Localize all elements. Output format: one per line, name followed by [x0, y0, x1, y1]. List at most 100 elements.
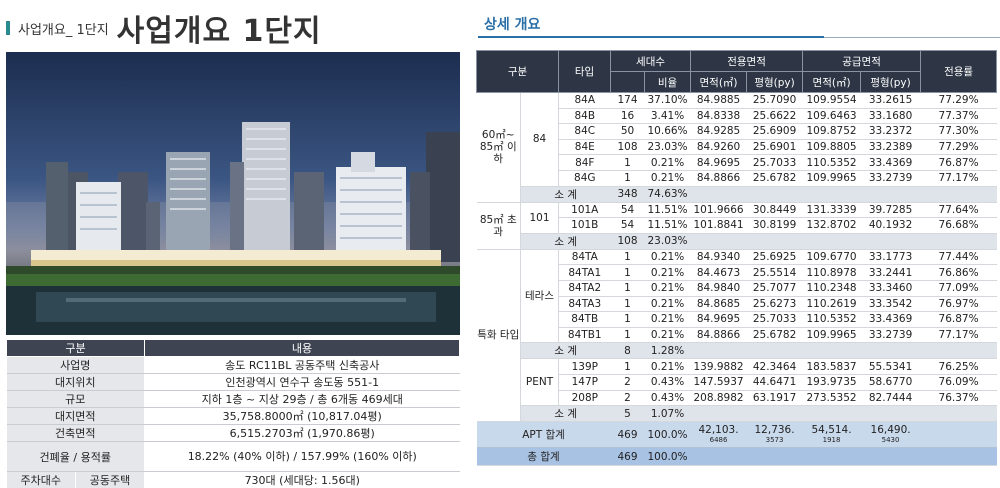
exclusive-area-cell: 84.9260: [690, 139, 747, 156]
households-cell: 54: [610, 217, 645, 234]
ratio-cell: 0.21%: [644, 311, 691, 328]
exclusive-rate-cell: 77.30%: [920, 123, 997, 140]
exclusive-rate-cell: 77.29%: [920, 92, 997, 109]
row-label: 규모: [6, 390, 145, 408]
complex-rendering-image: [6, 52, 460, 335]
type-cell: 208P: [558, 390, 611, 407]
households-cell: 1: [610, 264, 645, 281]
type-cell: 101B: [558, 217, 611, 234]
supply-pyeong-cell: 33.1680: [860, 108, 921, 125]
table-header-row: 구분 타입 세대수 전용면적 공급면적 전용률: [475, 50, 998, 93]
column-header-pyeong: 평형(py): [746, 71, 804, 93]
exclusive-pyeong-cell: 25.6782: [746, 327, 803, 344]
grand-total-empty-cell: [802, 447, 861, 467]
ratio-cell: 0.43%: [644, 374, 691, 391]
group-sublabel: 테라스: [520, 249, 560, 344]
exclusive-area-cell: 208.8982: [690, 390, 747, 407]
type-cell: 84TA2: [558, 280, 611, 297]
table-row: 84TA3 1 0.21% 84.8685 25.6273 110.2619 33.3542…: [477, 296, 997, 313]
subtotal-empty-cell: [860, 405, 921, 423]
type-cell: 84TB1: [558, 327, 611, 344]
exclusive-rate-cell: 77.44%: [920, 249, 997, 266]
subtotal-empty-cell: [920, 342, 997, 360]
ratio-cell: 37.10%: [644, 92, 691, 109]
exclusive-pyeong-cell: 25.6622: [746, 108, 803, 125]
exclusive-pyeong-cell: 30.8199: [746, 217, 803, 234]
supply-area-cell: 110.5352: [802, 311, 861, 328]
row-value: 인천광역시 연수구 송도동 551-1: [144, 373, 460, 391]
column-header-exclusive-area: 전용면적: [690, 50, 804, 72]
column-header-content: 내용: [144, 339, 460, 357]
grand-total-empty-cell: [920, 447, 997, 467]
page-title: 사업개요 1단지: [116, 14, 322, 49]
ratio-cell: 23.03%: [644, 139, 691, 156]
exclusive-rate-cell: 77.37%: [920, 108, 997, 125]
subtotal-label: 소 계: [520, 186, 611, 203]
grand-total-ratio: 100.0%: [644, 447, 691, 467]
exclusive-rate-cell: 76.87%: [920, 311, 997, 328]
ratio-cell: 11.51%: [644, 217, 691, 234]
exclusive-area-cell: 147.5937: [690, 374, 747, 391]
exclusive-rate-cell: 77.17%: [920, 170, 997, 187]
table-row: 84C 50 10.66% 84.9285 25.6909 109.8752 33.2372…: [477, 123, 997, 140]
subtotal-empty-cell: [802, 186, 861, 203]
apt-total-supply-area: 54,514. 1918: [802, 421, 861, 449]
subtotal-ratio: 23.03%: [644, 233, 691, 250]
exclusive-area-cell: 84.4673: [690, 264, 747, 281]
value-decimals: 5430: [881, 435, 900, 444]
exclusive-pyeong-cell: 42.3464: [746, 358, 803, 375]
column-header-supply-area: 공급면적: [802, 50, 922, 72]
exclusive-pyeong-cell: 25.7033: [746, 154, 803, 171]
group-sublabel: 84: [520, 92, 560, 187]
exclusive-rate-cell: 77.64%: [920, 202, 997, 219]
subtotal-empty-cell: [690, 186, 747, 203]
exclusive-area-cell: 84.8866: [690, 327, 747, 344]
supply-area-cell: 109.6770: [802, 249, 861, 266]
section-underline: [478, 36, 824, 38]
exclusive-area-cell: 84.9695: [690, 154, 747, 171]
supply-area-cell: 131.3339: [802, 202, 861, 219]
households-cell: 1: [610, 170, 645, 187]
table-row: 특화 타입 테라스 84TA 1 0.21% 84.9340 25.6925 109.6770…: [476, 249, 997, 423]
supply-area-cell: 109.9554: [802, 92, 861, 109]
column-header-households: 세대수: [610, 50, 692, 72]
section-title: 상세 개요: [484, 17, 541, 33]
subtotal-empty-cell: [920, 405, 997, 423]
supply-pyeong-cell: 58.6770: [860, 374, 921, 391]
subtotal-label: 소 계: [520, 233, 611, 250]
table-header-row: 구분 내용: [6, 339, 460, 357]
left-panel: 사업개요_ 1단지 사업개요 1단지: [0, 0, 466, 488]
column-header-type: 타입: [558, 50, 612, 93]
supply-pyeong-cell: 39.7285: [860, 202, 921, 219]
apt-total-ratio: 100.0%: [644, 421, 691, 449]
ratio-cell: 0.21%: [644, 170, 691, 187]
subtotal-ratio: 74.63%: [644, 186, 691, 203]
type-cell: 84A: [558, 92, 611, 109]
exclusive-rate-cell: 76.68%: [920, 217, 997, 234]
exclusive-area-cell: 139.9882: [690, 358, 747, 375]
exclusive-pyeong-cell: 44.6471: [746, 374, 803, 391]
row-label: 건축면적: [6, 424, 145, 442]
subtotal-empty-cell: [802, 405, 861, 423]
subtotal-empty-cell: [690, 342, 747, 360]
subtotal-empty-cell: [860, 186, 921, 203]
type-cell: 84E: [558, 139, 611, 156]
table-row: 주차대수 공동주택 730대 (세대당: 1.56대): [6, 471, 460, 488]
value-main: 12,736.: [754, 423, 795, 436]
exclusive-rate-cell: 77.09%: [920, 280, 997, 297]
value-main: 54,514.: [811, 423, 852, 436]
supply-pyeong-cell: 33.2739: [860, 170, 921, 187]
subtotal-empty-cell: [690, 405, 747, 423]
exclusive-area-cell: 84.9885: [690, 92, 747, 109]
households-cell: 2: [610, 390, 645, 407]
supply-area-cell: 109.9965: [802, 327, 861, 344]
column-header-area-m2: 면적(㎡): [690, 71, 748, 93]
households-cell: 174: [610, 92, 645, 109]
supply-area-cell: 110.5352: [802, 154, 861, 171]
apt-total-row: APT 합계 469 100.0% 42,103. 6486 12,736. 3573 54,…: [476, 421, 997, 449]
ratio-cell: 0.21%: [644, 264, 691, 281]
table-row: 사업명 송도 RC11BL 공동주택 신축공사: [6, 356, 460, 374]
households-cell: 1: [610, 280, 645, 297]
table-row: 84TB1 1 0.21% 84.8866 25.6782 109.9965 33.2739…: [477, 327, 997, 344]
exclusive-pyeong-cell: 25.7033: [746, 311, 803, 328]
